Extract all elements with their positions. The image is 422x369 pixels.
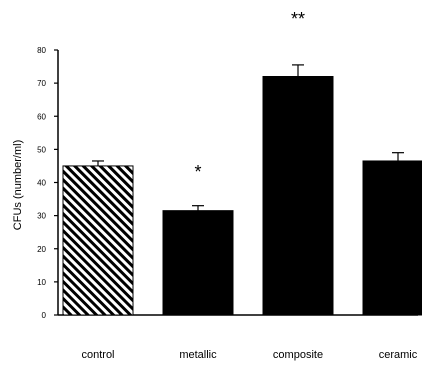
significance-marker: ** bbox=[291, 9, 305, 29]
y-tick-label: 40 bbox=[37, 179, 46, 188]
y-axis-label: CFUs (number/ml) bbox=[12, 140, 24, 230]
y-ticks: 0 10 20 30 40 50 60 70 80 bbox=[37, 46, 58, 320]
significance-marker: * bbox=[194, 162, 201, 182]
category-label-metallic: metallic bbox=[179, 349, 217, 361]
y-tick-label: 30 bbox=[37, 212, 46, 221]
bar-control bbox=[62, 165, 134, 316]
category-label-ceramic: ceramic bbox=[379, 349, 418, 361]
y-tick-label: 0 bbox=[42, 311, 47, 320]
category-labels: control metallic composite ceramic bbox=[81, 349, 417, 361]
bar-metallic bbox=[162, 210, 234, 316]
y-tick-label: 80 bbox=[37, 46, 46, 55]
significance-markers: *** bbox=[194, 9, 305, 182]
category-label-composite: composite bbox=[273, 349, 323, 361]
y-tick-label: 20 bbox=[37, 245, 46, 254]
category-label-control: control bbox=[81, 349, 114, 361]
y-tick-label: 70 bbox=[37, 79, 46, 88]
y-tick-label: 60 bbox=[37, 112, 46, 121]
bars bbox=[62, 76, 422, 316]
bar-composite bbox=[262, 76, 334, 316]
error-bars bbox=[92, 64, 404, 211]
y-tick-label: 50 bbox=[37, 145, 46, 154]
y-tick-label: 10 bbox=[37, 278, 46, 287]
bar-ceramic bbox=[362, 160, 422, 316]
